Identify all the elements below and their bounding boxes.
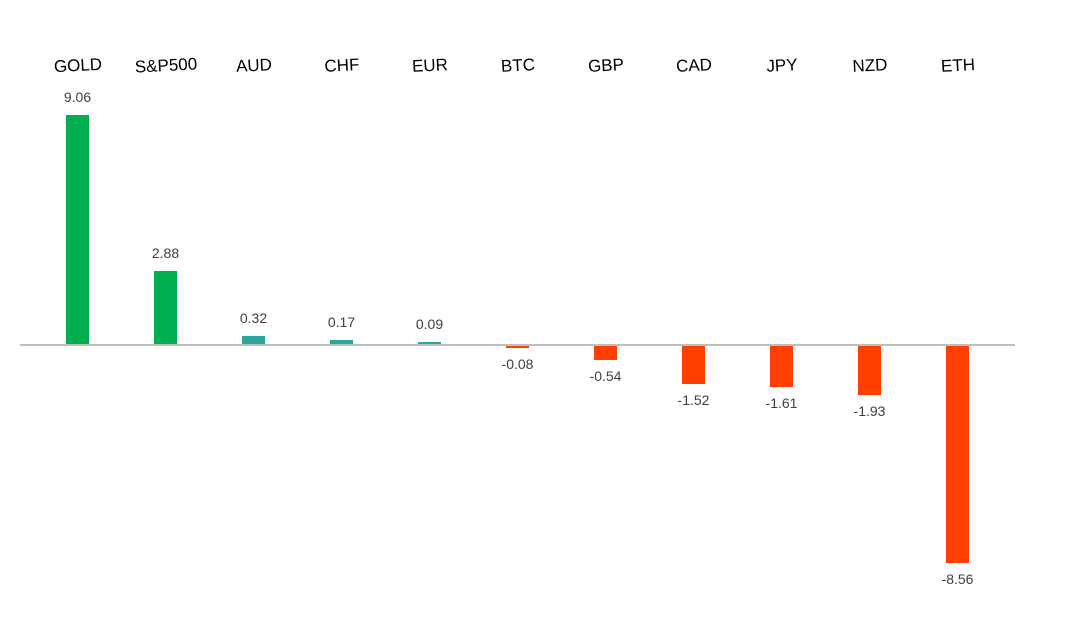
category-label: GBP — [587, 55, 624, 76]
bar — [418, 341, 441, 344]
category-label: BTC — [499, 55, 535, 76]
data-label: -1.52 — [677, 392, 710, 409]
data-label: -0.08 — [501, 356, 534, 373]
category-label: ETH — [939, 55, 975, 76]
category-label: AUD — [235, 55, 272, 76]
category-label: NZD — [851, 55, 888, 76]
data-label: 0.32 — [239, 309, 268, 326]
data-label: -8.56 — [941, 570, 974, 587]
data-label: 2.88 — [151, 245, 180, 262]
data-label: 0.09 — [415, 315, 444, 332]
category-label: JPY — [765, 55, 798, 76]
category-label: CAD — [675, 55, 712, 76]
bar — [154, 271, 177, 344]
data-label: -0.54 — [589, 367, 622, 384]
data-label: -1.93 — [853, 402, 886, 419]
bar — [66, 114, 89, 344]
category-label: CHF — [323, 55, 360, 76]
bar — [242, 335, 265, 344]
bar — [946, 346, 969, 563]
zero-axis-line — [20, 344, 1015, 346]
category-label: GOLD — [52, 54, 103, 77]
category-label: EUR — [411, 55, 448, 76]
bar — [682, 346, 705, 385]
bar — [858, 346, 881, 395]
bar — [594, 346, 617, 360]
bar — [330, 339, 353, 344]
bar — [770, 346, 793, 387]
bar — [506, 346, 529, 349]
category-label: S&P500 — [133, 54, 198, 77]
data-label: 9.06 — [63, 88, 92, 105]
data-label: 0.17 — [327, 313, 356, 330]
data-label: -1.61 — [765, 394, 798, 411]
